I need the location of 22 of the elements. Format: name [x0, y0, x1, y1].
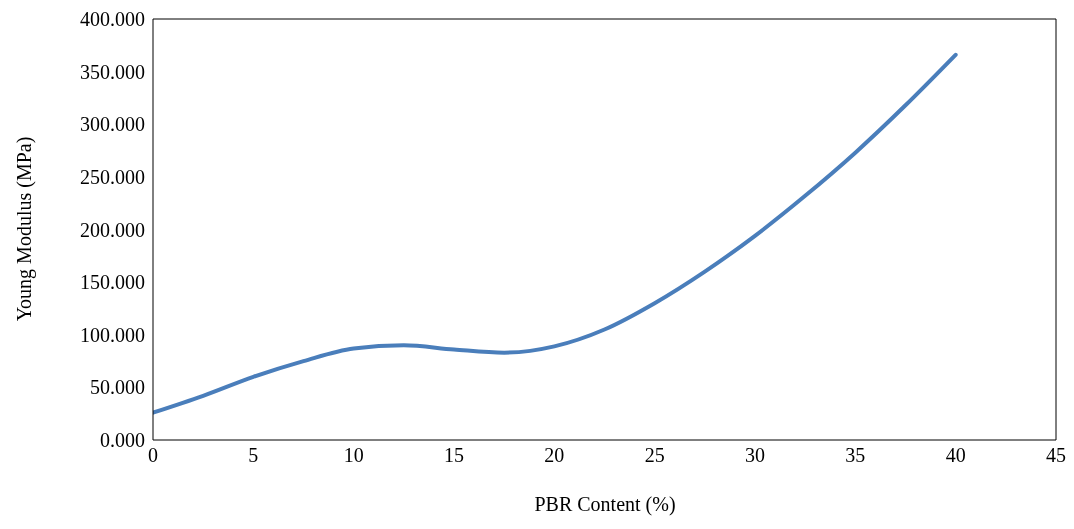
- x-tick-label: 15: [444, 444, 464, 467]
- y-tick-label: 150.000: [80, 271, 145, 294]
- y-tick-label: 250.000: [80, 165, 145, 188]
- x-tick-label: 20: [544, 444, 565, 467]
- y-tick-label: 400.000: [80, 8, 145, 31]
- x-tick-label: 5: [248, 444, 259, 467]
- x-tick-label: 0: [148, 444, 158, 467]
- y-tick-label: 300.000: [80, 113, 145, 136]
- y-tick-label: 350.000: [80, 60, 145, 83]
- y-tick-label: 0.000: [100, 429, 145, 452]
- y-tick-label: 50.000: [90, 376, 145, 399]
- x-axis-title: PBR Content (%): [533, 492, 677, 516]
- y-tick-label: 200.000: [80, 218, 145, 241]
- y-tick-label: 100.000: [80, 323, 145, 346]
- x-tick-label: 10: [343, 444, 364, 467]
- x-tick-label: 45: [1046, 444, 1066, 467]
- line-series: [153, 52, 958, 415]
- x-tick-label: 35: [845, 444, 866, 467]
- y-axis-title: Young Modulus (MPa): [12, 136, 36, 322]
- x-tick-label: 30: [745, 444, 765, 467]
- x-tick-label: 25: [644, 444, 665, 467]
- x-tick-label: 40: [945, 444, 966, 467]
